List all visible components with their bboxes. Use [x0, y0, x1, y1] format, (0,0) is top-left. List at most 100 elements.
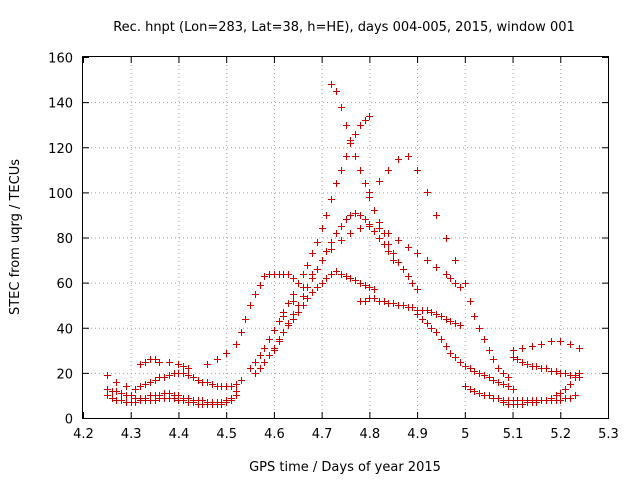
data-point [357, 167, 364, 174]
data-point [333, 180, 340, 187]
data-point [533, 363, 540, 370]
data-point [328, 196, 335, 203]
data-point [495, 365, 502, 372]
x-tick-label: 4.4 [169, 427, 190, 442]
data-point [452, 354, 459, 361]
x-tick-label: 4.7 [312, 427, 333, 442]
data-point [433, 264, 440, 271]
data-point [285, 320, 292, 327]
data-point [343, 273, 350, 280]
y-tick-label: 80 [56, 232, 73, 247]
data-point [290, 275, 297, 282]
data-point [443, 316, 450, 323]
data-point [319, 257, 326, 264]
data-point [557, 338, 564, 345]
data-point [457, 322, 464, 329]
data-point [195, 377, 202, 384]
data-point [333, 230, 340, 237]
data-points [104, 81, 583, 408]
data-point [538, 341, 545, 348]
data-point [319, 280, 326, 287]
data-point [104, 392, 111, 399]
data-point [366, 113, 373, 120]
data-point [113, 388, 120, 395]
data-point [414, 167, 421, 174]
data-point [309, 271, 316, 278]
data-point [467, 365, 474, 372]
data-point [376, 219, 383, 226]
data-point [405, 153, 412, 160]
data-point [142, 395, 149, 402]
data-point [357, 280, 364, 287]
data-point [180, 363, 187, 370]
data-point [395, 237, 402, 244]
data-point [562, 386, 569, 393]
data-point [123, 383, 130, 390]
data-point [257, 365, 264, 372]
data-point [371, 286, 378, 293]
data-point [572, 372, 579, 379]
x-axis-tick-labels: 4.2 4.3 4.4 4.5 4.6 4.7 4.8 4.9 5 5.1 5.2 5.3 [73, 427, 619, 442]
y-tick-label: 120 [48, 142, 73, 157]
data-point [424, 189, 431, 196]
data-point [280, 329, 287, 336]
x-tick-label: 4.6 [264, 427, 285, 442]
data-point [328, 246, 335, 253]
data-point [366, 189, 373, 196]
data-point [452, 280, 459, 287]
data-point [576, 345, 583, 352]
data-point [400, 266, 407, 273]
data-point [352, 210, 359, 217]
data-point [247, 302, 254, 309]
y-tick-label: 0 [65, 413, 73, 428]
x-tick-label: 5.2 [550, 427, 571, 442]
data-point [433, 212, 440, 219]
y-axis-tick-labels: 0 20 40 60 80 100 120 140 160 [48, 52, 73, 428]
data-point [519, 345, 526, 352]
y-tick-label: 40 [56, 322, 73, 337]
data-point [309, 289, 316, 296]
data-point [481, 372, 488, 379]
data-point [519, 359, 526, 366]
data-point [266, 336, 273, 343]
data-point [152, 377, 159, 384]
data-point [366, 223, 373, 230]
data-point [238, 329, 245, 336]
data-point [576, 374, 583, 381]
data-point [314, 266, 321, 273]
data-point [347, 230, 354, 237]
data-point [300, 293, 307, 300]
data-point [357, 225, 364, 232]
data-point [424, 257, 431, 264]
data-point [562, 370, 569, 377]
data-point [252, 359, 259, 366]
data-point [486, 392, 493, 399]
data-point [180, 370, 187, 377]
data-point [548, 395, 555, 402]
data-point [381, 230, 388, 237]
data-point [209, 381, 216, 388]
x-tick-label: 5.1 [503, 427, 524, 442]
data-point [161, 374, 168, 381]
data-point [500, 399, 507, 406]
data-point [371, 207, 378, 214]
data-point [414, 311, 421, 318]
data-point [199, 397, 206, 404]
data-point [362, 282, 369, 289]
data-point [385, 241, 392, 248]
data-point [156, 359, 163, 366]
x-tick-label: 5.3 [598, 427, 619, 442]
data-point [390, 250, 397, 257]
data-point [405, 273, 412, 280]
x-tick-label: 4.9 [407, 427, 428, 442]
data-point [428, 325, 435, 332]
data-point [405, 244, 412, 251]
y-axis-title: STEC from uqrg / TECUs [8, 159, 23, 315]
data-point [137, 383, 144, 390]
y-tick-label: 160 [48, 52, 73, 67]
data-point [452, 257, 459, 264]
data-point [529, 343, 536, 350]
data-point [285, 271, 292, 278]
data-point [409, 280, 416, 287]
data-point [414, 250, 421, 257]
